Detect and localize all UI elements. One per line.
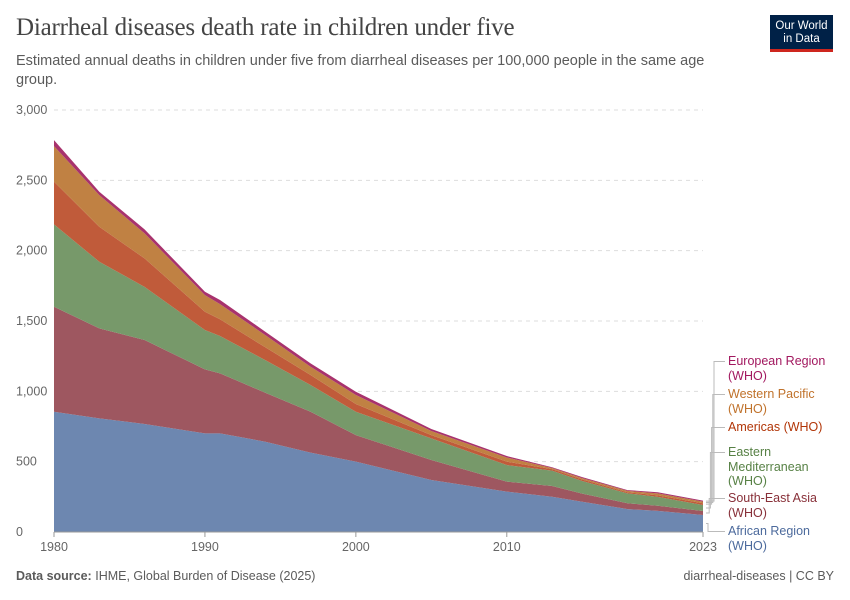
- legend-connector: [706, 427, 725, 505]
- owid-logo[interactable]: Our World in Data: [770, 15, 833, 52]
- x-tick-label: 1990: [191, 540, 219, 554]
- legend-connector: [706, 498, 725, 514]
- chart-title: Diarrheal diseases death rate in childre…: [16, 14, 515, 41]
- y-tick-label: 2,500: [16, 173, 47, 187]
- source-label: Data source:: [16, 569, 92, 583]
- source-link[interactable]: IHME, Global Burden of Disease (2025): [95, 569, 316, 583]
- area-african-region-who-[interactable]: [54, 411, 703, 532]
- data-source: Data source: IHME, Global Burden of Dise…: [16, 569, 315, 583]
- legend-connector: [706, 361, 725, 502]
- legend-label[interactable]: European Region (WHO): [728, 354, 826, 383]
- y-tick-label: 500: [16, 455, 37, 469]
- chart-subtitle: Estimated annual deaths in children unde…: [16, 53, 705, 88]
- legend-label[interactable]: African Region (WHO): [728, 524, 810, 553]
- legend-label[interactable]: Western Pacific (WHO): [728, 387, 815, 416]
- legend-connector: [706, 394, 725, 503]
- y-tick-label: 0: [16, 525, 23, 539]
- y-tick-label: 3,000: [16, 103, 47, 117]
- y-tick-label: 1,500: [16, 314, 47, 328]
- x-tick-label: 2023: [689, 540, 717, 554]
- legend-label[interactable]: Eastern Mediterranean (WHO): [728, 445, 809, 488]
- legend-label[interactable]: South-East Asia (WHO): [728, 491, 817, 520]
- x-tick-label: 1980: [40, 540, 68, 554]
- y-tick-label: 1,000: [16, 384, 47, 398]
- x-tick-label: 2010: [493, 540, 521, 554]
- area-south-east-asia-who-[interactable]: [54, 306, 703, 515]
- legend-connector: [706, 522, 725, 532]
- legend-connector: [706, 452, 725, 509]
- legend-label[interactable]: Americas (WHO): [728, 420, 823, 434]
- x-tick-label: 2000: [342, 540, 370, 554]
- y-tick-label: 2,000: [16, 244, 47, 258]
- slug-license[interactable]: diarrheal-diseases | CC BY: [683, 569, 834, 583]
